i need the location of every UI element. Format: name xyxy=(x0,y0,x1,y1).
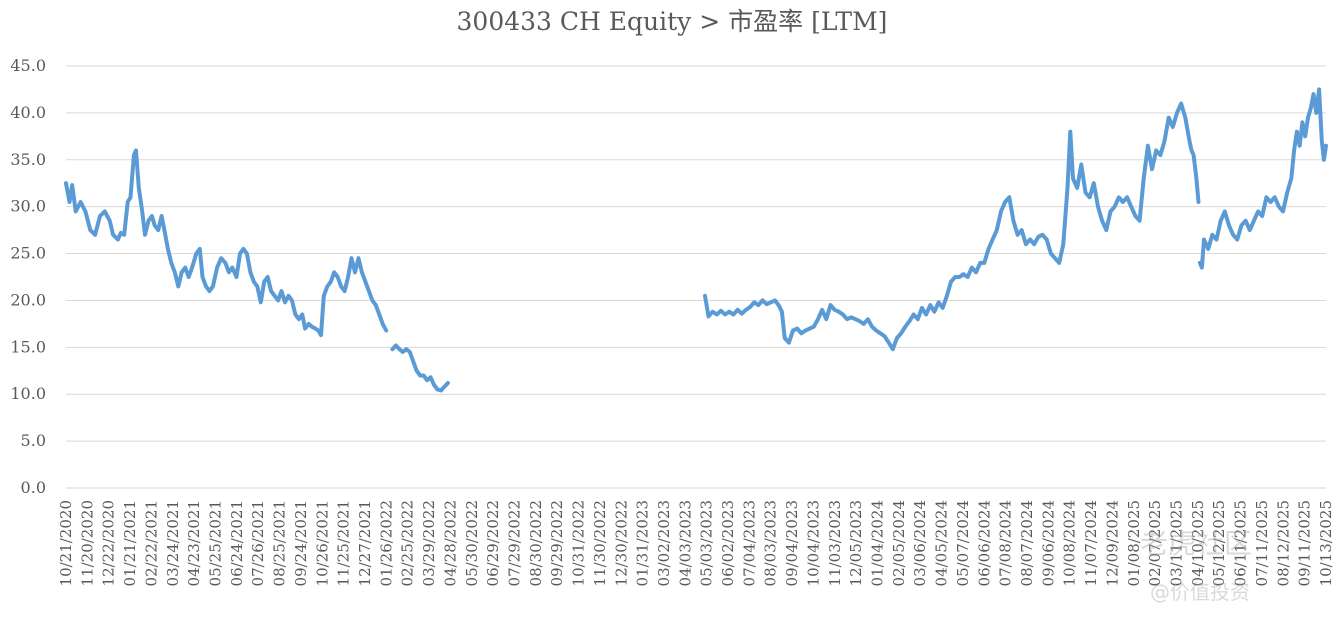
x-tick-label: 04/10/2025 xyxy=(1189,500,1207,586)
x-tick-label: 12/22/2020 xyxy=(100,500,118,586)
x-tick-label: 02/25/2022 xyxy=(399,500,417,586)
x-tick-label: 12/05/2023 xyxy=(847,500,865,586)
x-tick-label: 10/31/2022 xyxy=(570,500,588,586)
x-tick-label: 07/08/2024 xyxy=(997,500,1015,586)
y-tick-label: 35.0 xyxy=(10,150,46,169)
series-line-segment xyxy=(703,101,1201,352)
series-line-segment xyxy=(390,343,450,393)
x-tick-label: 04/03/2023 xyxy=(676,500,694,586)
x-tick-label: 01/08/2025 xyxy=(1125,500,1143,586)
pe-series xyxy=(64,87,1328,393)
x-tick-label: 12/30/2022 xyxy=(612,500,630,586)
x-tick-label: 03/06/2024 xyxy=(911,500,929,586)
x-tick-label: 07/04/2023 xyxy=(740,500,758,586)
x-tick-label: 06/02/2023 xyxy=(719,500,737,586)
x-tick-label: 11/30/2022 xyxy=(591,500,609,586)
x-tick-label: 10/26/2021 xyxy=(313,500,331,586)
y-tick-label: 30.0 xyxy=(10,197,46,216)
x-tick-label: 08/25/2021 xyxy=(271,500,289,586)
x-tick-label: 08/03/2023 xyxy=(762,500,780,586)
y-tick-label: 20.0 xyxy=(10,290,46,309)
x-tick-label: 01/04/2024 xyxy=(869,500,887,586)
x-tick-label: 06/24/2021 xyxy=(228,500,246,586)
x-tick-label: 11/03/2023 xyxy=(826,500,844,586)
series-line-segment xyxy=(1197,87,1328,270)
x-tick-label: 11/20/2020 xyxy=(78,500,96,586)
x-tick-label: 10/04/2023 xyxy=(804,500,822,586)
x-tick-label: 05/12/2025 xyxy=(1210,500,1228,586)
x-tick-label: 09/04/2023 xyxy=(783,500,801,586)
y-tick-label: 40.0 xyxy=(10,103,46,122)
x-tick-label: 12/27/2021 xyxy=(356,500,374,586)
x-tick-label: 09/11/2025 xyxy=(1296,500,1314,586)
x-tick-label: 11/25/2021 xyxy=(335,500,353,586)
y-tick-label: 45.0 xyxy=(10,56,46,75)
x-tick-label: 09/24/2021 xyxy=(292,500,310,586)
x-axis-tick-labels: 10/21/2020 11/20/2020 12/22/2020 01/21/2021… xyxy=(57,500,1335,586)
x-tick-label: 03/11/2025 xyxy=(1168,500,1186,586)
x-tick-label: 08/30/2022 xyxy=(527,500,545,586)
y-tick-label: 25.0 xyxy=(10,244,46,263)
x-tick-label: 10/13/2025 xyxy=(1317,500,1335,586)
x-tick-label: 05/07/2024 xyxy=(954,500,972,586)
gridlines xyxy=(66,65,1326,489)
x-tick-label: 12/09/2024 xyxy=(1103,500,1121,586)
x-tick-label: 10/08/2024 xyxy=(1061,500,1079,586)
x-tick-label: 09/29/2022 xyxy=(548,500,566,586)
chart-title: 300433 CH Equity > 市盈率 [LTM] xyxy=(457,7,888,36)
x-tick-label: 09/06/2024 xyxy=(1039,500,1057,586)
x-tick-label: 07/29/2022 xyxy=(505,500,523,586)
x-tick-label: 07/26/2021 xyxy=(249,500,267,586)
x-tick-label: 02/07/2025 xyxy=(1146,500,1164,586)
y-tick-label: 15.0 xyxy=(10,337,46,356)
x-tick-label: 03/29/2022 xyxy=(420,500,438,586)
x-tick-label: 06/06/2024 xyxy=(975,500,993,586)
x-tick-label: 03/24/2021 xyxy=(164,500,182,586)
x-tick-label: 02/05/2024 xyxy=(890,500,908,586)
x-tick-label: 01/21/2021 xyxy=(121,500,139,586)
x-tick-label: 08/12/2025 xyxy=(1274,500,1292,586)
y-axis-tick-labels: 0.0 5.0 10.0 15.0 20.0 25.0 30.0 35.0 40.0 45.0 xyxy=(10,56,46,497)
x-tick-label: 01/26/2022 xyxy=(377,500,395,586)
x-tick-label: 08/07/2024 xyxy=(1018,500,1036,586)
y-tick-label: 0.0 xyxy=(21,478,46,497)
x-tick-label: 03/02/2023 xyxy=(655,500,673,586)
x-tick-label: 07/11/2025 xyxy=(1253,500,1271,586)
y-tick-label: 5.0 xyxy=(21,431,46,450)
series-line-segment xyxy=(64,148,389,338)
x-tick-label: 04/23/2021 xyxy=(185,500,203,586)
x-tick-label: 11/07/2024 xyxy=(1082,500,1100,586)
x-tick-label: 02/22/2021 xyxy=(142,500,160,586)
x-tick-label: 04/05/2024 xyxy=(933,500,951,586)
watermark-author: @价值投资 xyxy=(1150,580,1250,604)
x-tick-label: 06/11/2025 xyxy=(1232,500,1250,586)
x-tick-label: 06/29/2022 xyxy=(484,500,502,586)
x-tick-label: 05/30/2022 xyxy=(463,500,481,586)
x-tick-label: 05/25/2021 xyxy=(206,500,224,586)
x-tick-label: 01/31/2023 xyxy=(634,500,652,586)
watermark-community: 老虎社区 xyxy=(1140,527,1253,560)
x-tick-label: 04/28/2022 xyxy=(441,500,459,586)
y-tick-label: 10.0 xyxy=(10,384,46,403)
x-tick-label: 10/21/2020 xyxy=(57,500,75,586)
x-tick-label: 05/03/2023 xyxy=(698,500,716,586)
